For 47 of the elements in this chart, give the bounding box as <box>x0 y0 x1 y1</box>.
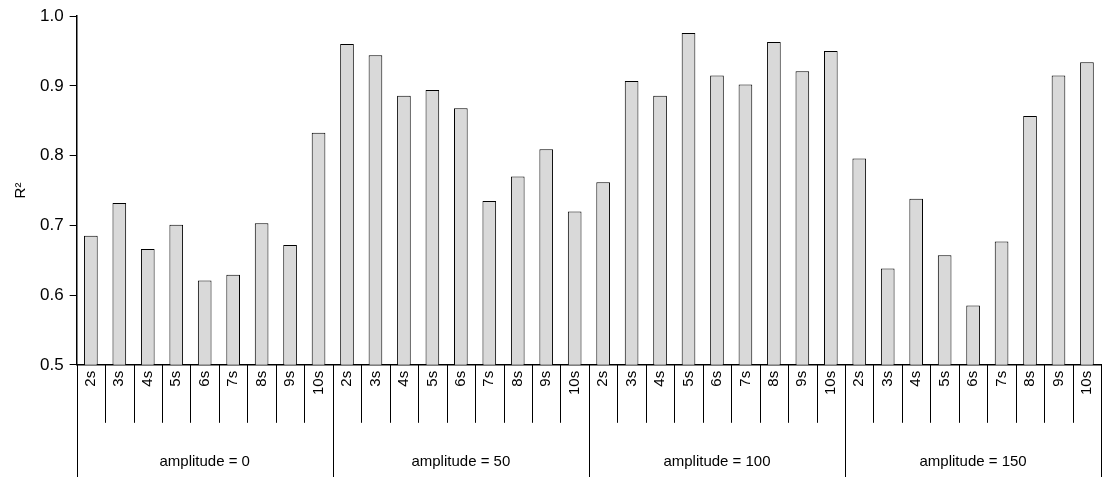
y-tick-label: 0.8 <box>39 145 64 165</box>
x-tick-label: 9s <box>1048 370 1066 387</box>
x-tick-label: 10s <box>1077 370 1095 395</box>
x-tick-label: 5s <box>166 370 184 387</box>
x-tick-label: 2s <box>337 370 355 387</box>
x-tick-label: 3s <box>109 370 127 387</box>
x-tick-label: 4s <box>137 370 155 387</box>
x-tick-label: 4s <box>650 370 668 387</box>
x-tick-label: 4s <box>906 370 924 387</box>
x-tick-label: 2s <box>81 370 98 387</box>
x-tick-label: 3s <box>877 370 895 387</box>
y-tick-label: 1.0 <box>39 5 64 25</box>
x-tick-label: 9s <box>792 370 810 387</box>
x-tick-label: 10s <box>308 370 326 395</box>
x-tick-label: 10s <box>820 370 838 395</box>
x-tick-label: 6s <box>194 370 212 387</box>
x-tick-label: 7s <box>735 370 753 387</box>
x-tick-label: 8s <box>251 370 269 387</box>
y-tick-label: 0.6 <box>39 284 64 304</box>
x-tick-label: 9s <box>280 370 298 387</box>
text: amplitude = 50 <box>411 451 511 469</box>
x-tick-label: 4s <box>394 370 412 387</box>
x-tick-label: 2s <box>849 370 867 387</box>
text: amplitude = 0 <box>159 451 250 469</box>
x-tick-label: 5s <box>422 370 440 387</box>
x-tick-label: 10s <box>564 370 582 395</box>
x-tick-label: 3s <box>621 370 639 387</box>
x-tick-label: 7s <box>223 370 241 387</box>
x-tick-label: 6s <box>707 370 725 387</box>
x-tick-label: 2s <box>593 370 611 387</box>
y-tick-label: 0.9 <box>39 75 64 95</box>
text: amplitude = 150 <box>919 451 1027 469</box>
x-tick-label: 7s <box>991 370 1009 387</box>
x-tick-label: 5s <box>678 370 696 387</box>
y-tick-label: 0.7 <box>39 215 64 235</box>
x-tick-label: 8s <box>1020 370 1038 387</box>
x-tick-label: 7s <box>479 370 497 387</box>
x-tick-label: 6s <box>450 370 468 387</box>
y-axis-title: R² <box>11 182 29 199</box>
x-tick-label: 5s <box>934 370 952 387</box>
x-tick-label: 3s <box>365 370 383 387</box>
x-tick-label: 8s <box>507 370 525 387</box>
x-tick-label: 8s <box>764 370 782 387</box>
y-tick-label: 0.5 <box>39 354 64 374</box>
x-tick-label: 6s <box>963 370 981 387</box>
x-tick-label: 9s <box>536 370 554 387</box>
text: amplitude = 100 <box>663 451 771 469</box>
